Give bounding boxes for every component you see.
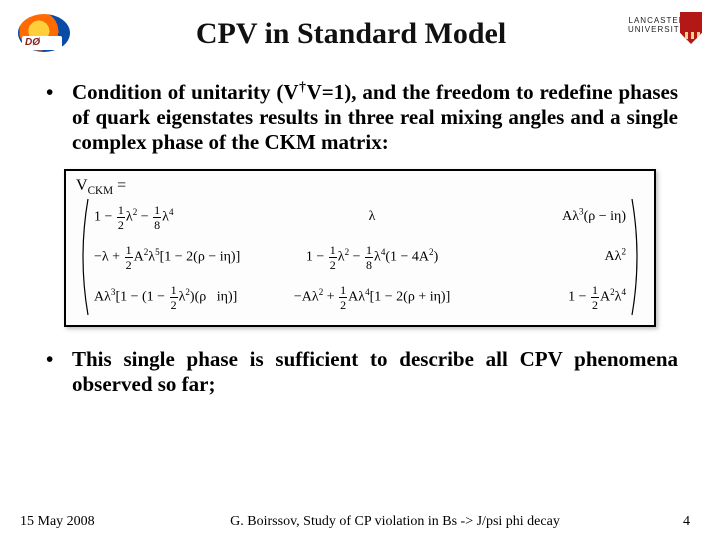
- matrix-cell-r3c2: −Aλ2 + 12Aλ4[1 − 2(ρ + iη)]: [275, 278, 468, 317]
- ckm-matrix-box: VCKM = 1 − 12λ2 − 18λ4 λ Aλ3(ρ − iη) −λ …: [64, 169, 656, 327]
- matrix-cell-r3c3: 1 − 12A2λ4: [469, 278, 630, 317]
- bullet-1: Condition of unitarity (V†V=1), and the …: [42, 80, 678, 155]
- dagger-superscript: †: [299, 79, 307, 94]
- slide-title: CPV in Standard Model: [70, 17, 632, 51]
- matrix-grid: 1 − 12λ2 − 18λ4 λ Aλ3(ρ − iη) −λ + 12A2λ…: [90, 197, 630, 317]
- bullet-2: This single phase is sufficient to descr…: [42, 347, 678, 397]
- footer-page: 4: [650, 514, 690, 530]
- slide-header: DØ CPV in Standard Model LANCASTER UNIVE…: [0, 0, 720, 60]
- right-paren-icon: [630, 197, 644, 317]
- footer-mid: G. Boirssov, Study of CP violation in Bs…: [140, 514, 650, 530]
- lancaster-line1: LANCASTER: [629, 16, 686, 25]
- shield-icon: [680, 12, 702, 44]
- matrix-cell-r1c3: Aλ3(ρ − iη): [469, 204, 630, 230]
- lancaster-logo-text: LANCASTER UNIVERSITY: [628, 16, 686, 34]
- bullet-list: Condition of unitarity (V†V=1), and the …: [42, 80, 678, 155]
- ckm-matrix: 1 − 12λ2 − 18λ4 λ Aλ3(ρ − iη) −λ + 12A2λ…: [76, 197, 644, 317]
- slide-body: Condition of unitarity (V†V=1), and the …: [0, 60, 720, 397]
- lancaster-line2: UNIVERSITY: [628, 25, 686, 34]
- matrix-cell-r2c2: 1 − 12λ2 − 18λ4(1 − 4A2): [275, 238, 468, 277]
- lancaster-logo: LANCASTER UNIVERSITY: [632, 12, 702, 56]
- vckm-equals: VCKM =: [76, 177, 644, 195]
- d0-logo-mark: DØ: [22, 36, 62, 50]
- matrix-cell-r1c2: λ: [275, 204, 468, 230]
- bullet-1-pre: Condition of unitarity (V: [72, 80, 299, 104]
- matrix-cell-r2c1: −λ + 12A2λ5[1 − 2(ρ − iη)]: [90, 238, 275, 277]
- matrix-cell-r1c1: 1 − 12λ2 − 18λ4: [90, 198, 275, 237]
- slide-footer: 15 May 2008 G. Boirssov, Study of CP vio…: [0, 514, 720, 530]
- left-paren-icon: [76, 197, 90, 317]
- d0-logo: DØ: [18, 14, 70, 54]
- matrix-cell-r2c3: Aλ2: [469, 244, 630, 270]
- bullet-list-2: This single phase is sufficient to descr…: [42, 347, 678, 397]
- footer-date: 15 May 2008: [20, 514, 140, 530]
- matrix-cell-r3c1: Aλ3[1 − (1 − 12λ2)(ρ iη)]: [90, 278, 275, 317]
